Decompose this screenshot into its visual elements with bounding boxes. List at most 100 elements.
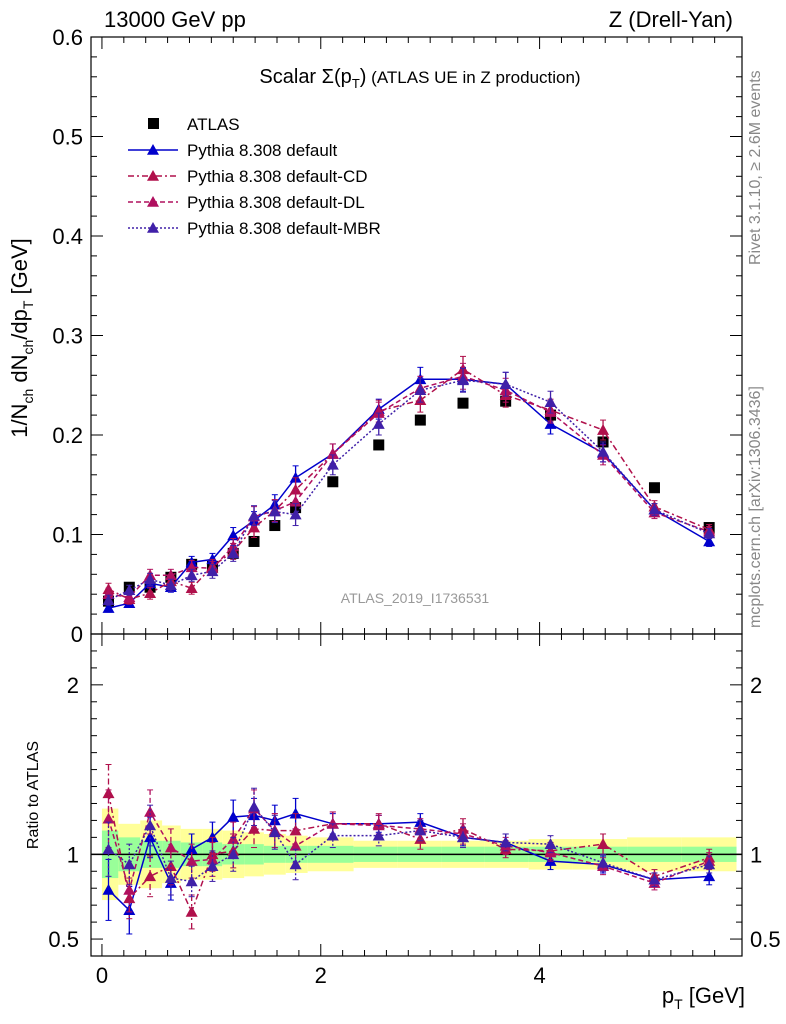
ratio-y-tick-label: 0.5 [48,927,79,952]
ratio-point [372,829,385,841]
data-point [373,439,385,451]
legend-entry: Pythia 8.308 default-DL [128,193,365,212]
y-axis-title-main: 1/Nch dNch/dpT [GeV] [7,238,36,438]
ratio-point [164,872,177,883]
series-4 [102,367,716,606]
data-point [269,520,281,532]
data-point [123,591,136,602]
data-point [144,573,157,585]
data-point [102,594,115,605]
data-point [185,569,198,581]
ratio-point [185,855,198,866]
ratio-point [648,873,661,885]
y-tick-label: 0 [71,622,83,647]
ratio-point [703,870,716,882]
ratio-point [703,858,716,870]
header-left: 13000 GeV pp [104,7,246,32]
x-tick-label: 4 [533,963,545,988]
series-line [108,375,710,598]
ratio-point [227,848,240,860]
ratio-point [164,841,177,853]
legend-label: Pythia 8.308 default-MBR [187,219,381,238]
ratio-point [248,822,261,834]
data-point [102,588,115,599]
data-point [248,535,260,547]
ratio-point [206,853,219,865]
data-point [102,602,115,613]
ratio-y-tick-label-right: 0.5 [750,927,781,952]
legend-marker [147,144,159,155]
ratio-panel: 0.5 0.5 1 1 2 2 0 2 4 [48,633,781,988]
x-axis-title: pT [GeV] [662,983,745,1012]
ratio-point [597,856,610,868]
ratio-point [248,800,261,812]
data-point [457,374,469,386]
ratio-point [326,829,339,841]
svg-text:Ratio to ATLAS: Ratio to ATLAS [25,741,42,849]
ratio-point [144,805,157,817]
ratio-y-tick-label-right: 2 [750,673,762,698]
ratio-point [372,819,385,831]
data-point [289,483,302,495]
ratio-y-tick-label: 1 [67,842,79,867]
legend-entry: Pythia 8.308 default-CD [128,167,368,186]
ratio-point [144,819,157,831]
main-panel: Scalar Σ(pT) (ATLAS UE in Z production) … [52,25,743,647]
series-line [108,379,710,601]
data-point [414,414,426,426]
y-tick-label: 0.3 [52,324,83,349]
legend-label: Pythia 8.308 default [187,141,338,160]
ratio-point [144,870,157,882]
series-line [108,368,710,600]
y-title-part: 1/N [7,404,32,438]
legend-entry: Pythia 8.308 default-MBR [128,219,381,238]
ratio-point [544,838,557,849]
ratio-point [123,892,136,904]
data-point [206,565,219,577]
ratio-point [123,883,136,895]
legend-marker [147,196,159,207]
ratio-y-tick-label: 2 [67,673,79,698]
svg-text:1/Nch dNch/dpT [GeV]: 1/Nch dNch/dpT [GeV] [7,238,36,438]
data-point [703,527,716,539]
legend: ATLAS Pythia 8.308 default Pythia 8.308 de… [128,115,381,238]
series-3 [102,362,716,603]
ratio-point [457,831,469,843]
data-point [499,378,512,390]
y-axis-title-ratio: Ratio to ATLAS [25,741,42,849]
legend-label: Pythia 8.308 default-DL [187,193,365,212]
data-point [227,529,240,541]
data-point [327,476,339,488]
rivet-label: Rivet 3.1.10, ≥ 2.6M events [747,70,764,265]
data-point [289,471,302,483]
ratio-point [499,836,512,848]
ratio-point [102,812,115,824]
data-point [164,579,177,591]
ratio-y-tick-label-right: 1 [750,842,762,867]
header-right: Z (Drell-Yan) [609,7,733,32]
data-point [372,407,385,418]
ratio-point [289,858,302,870]
y-tick-label: 0.4 [52,224,83,249]
mcplots-label: mcplots.cern.ch [arXiv:1306.3436] [747,386,764,628]
legend-marker [147,170,159,181]
legend-entry: Pythia 8.308 default [128,141,338,160]
data-point [326,447,339,459]
data-point [414,384,427,396]
y-tick-label: 0.2 [52,423,83,448]
ratio-frame [90,633,743,957]
ratio-point [206,831,219,843]
ratio-point [414,824,427,836]
ratio-point [289,839,302,851]
x-tick-label: 0 [96,963,108,988]
data-point [372,418,385,429]
data-point [326,458,339,470]
x-tick-label: 2 [315,963,327,988]
data-point [597,445,610,457]
data-point [544,396,557,407]
legend-marker [148,118,159,129]
y-tick-label: 0.1 [52,523,83,548]
data-point [248,509,261,521]
data-point [648,482,660,494]
